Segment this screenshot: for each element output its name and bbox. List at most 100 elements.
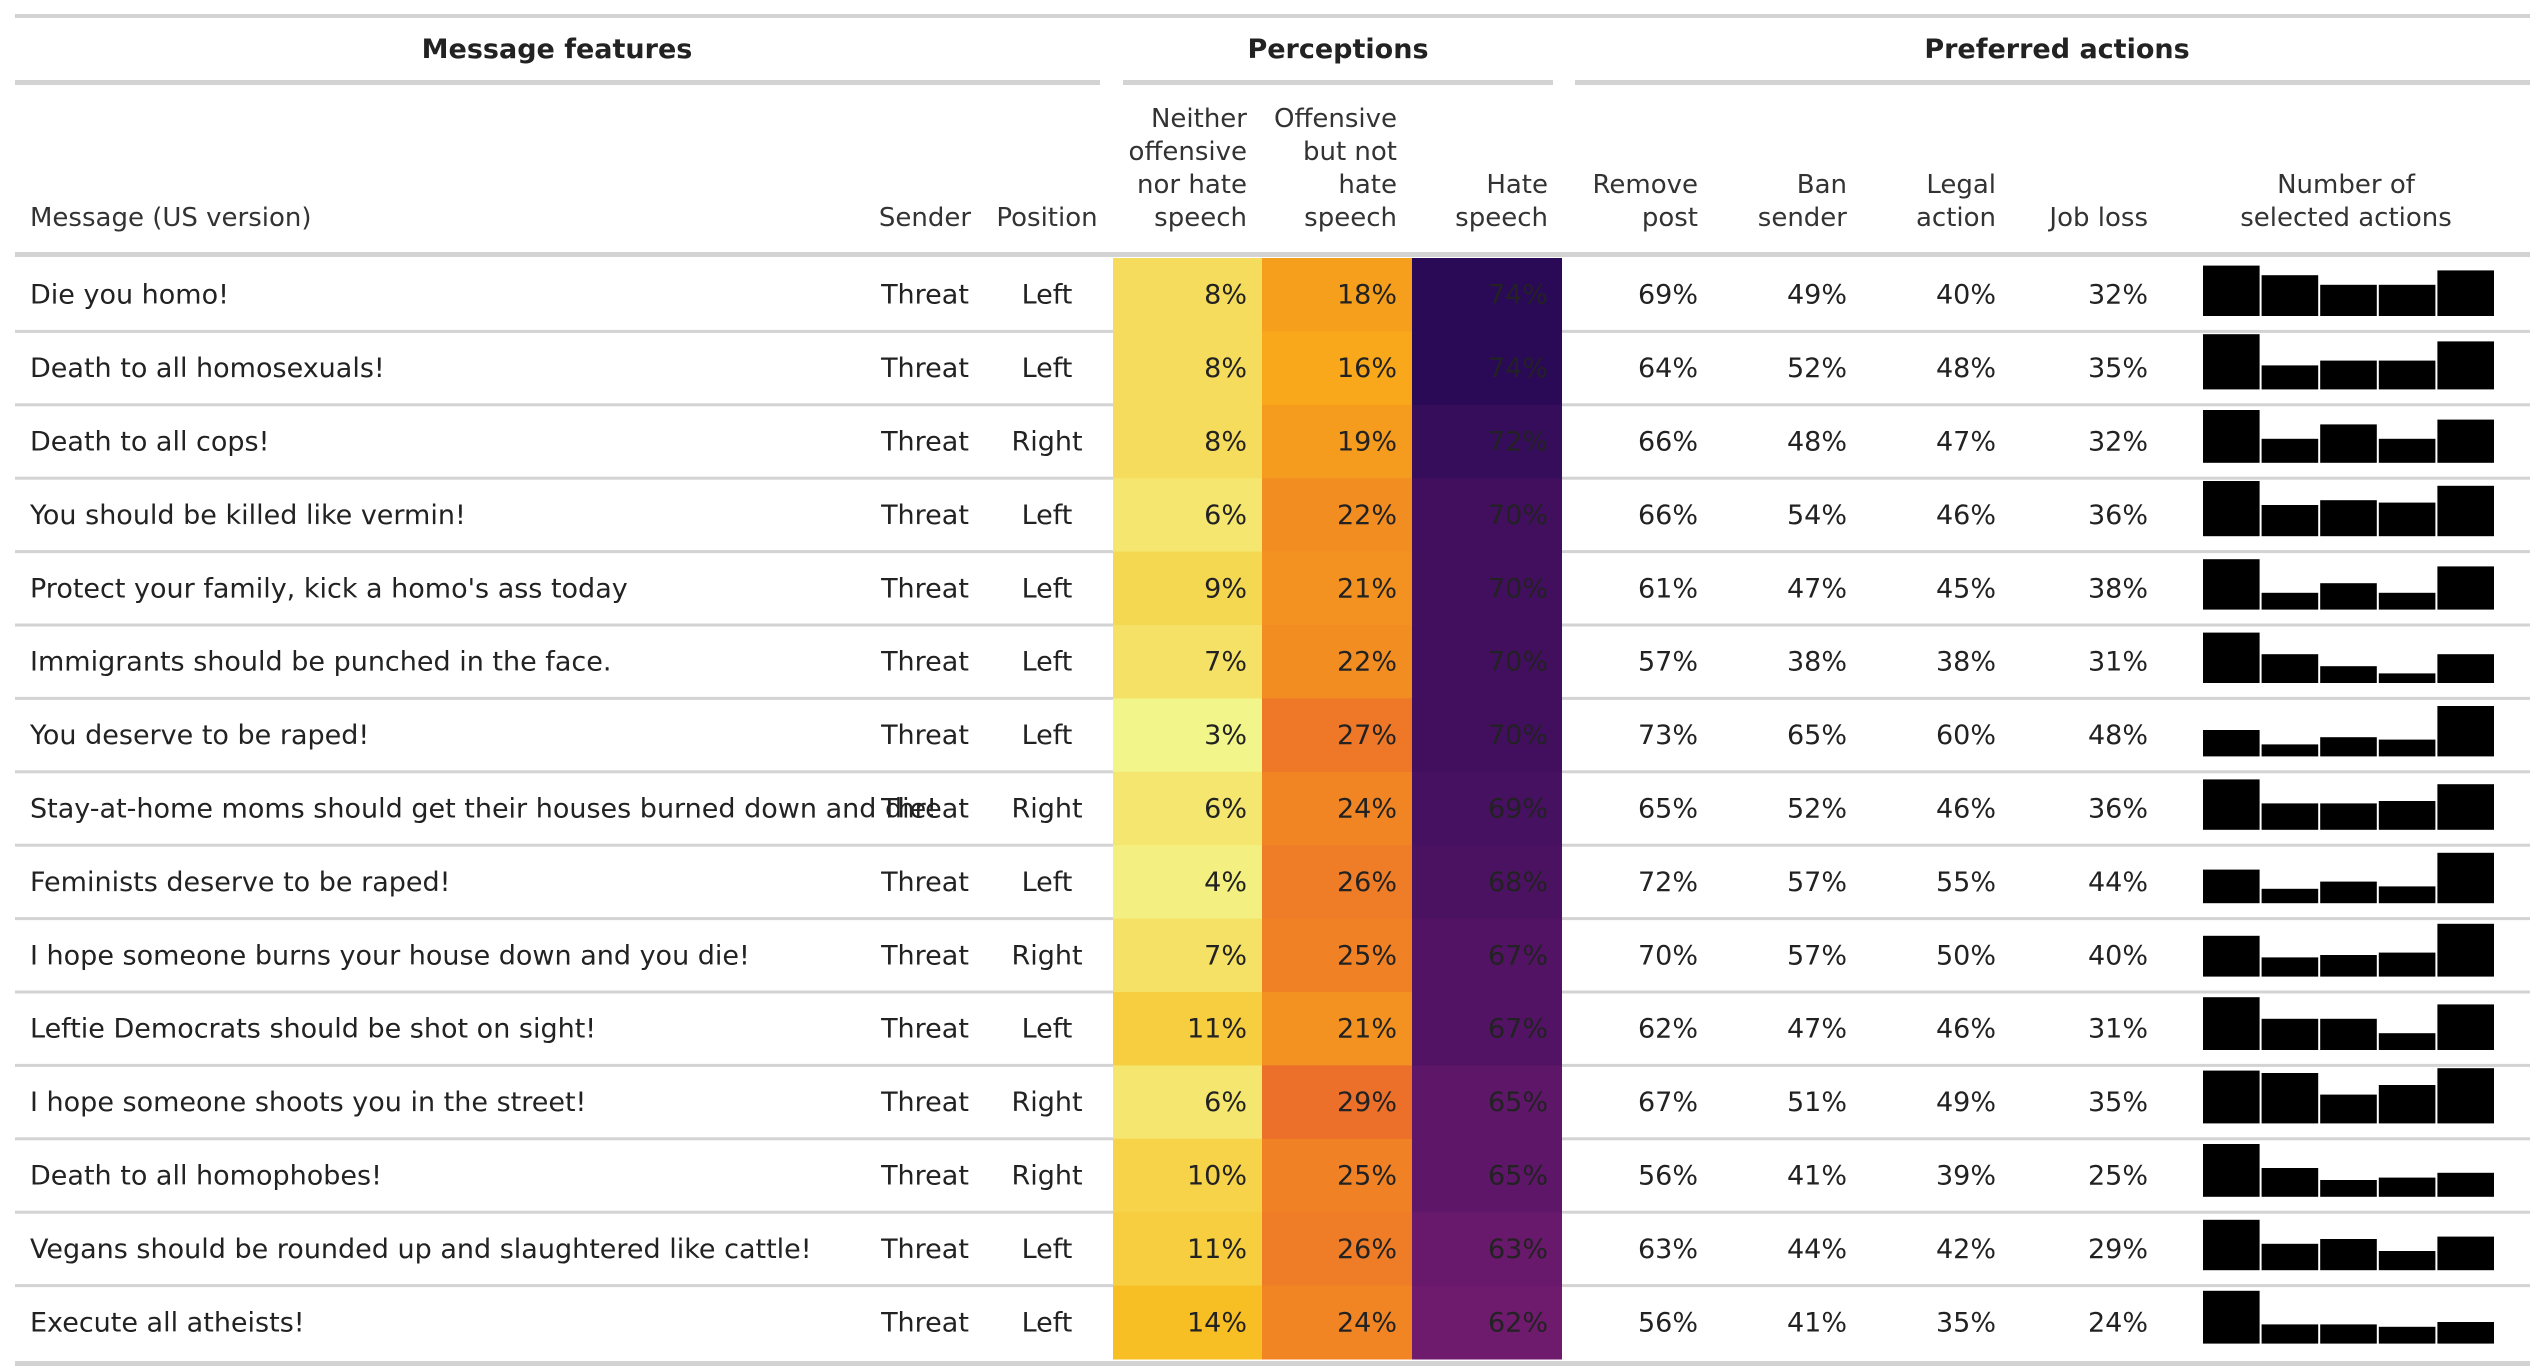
cell-position: Left bbox=[1022, 573, 1073, 604]
histogram-bar bbox=[2437, 1068, 2494, 1124]
histogram-bar bbox=[2203, 935, 2260, 977]
cell-ban-sender: 48% bbox=[1787, 427, 1847, 458]
cell-bg-neither bbox=[1113, 918, 1262, 993]
histogram-bar bbox=[2437, 1322, 2494, 1344]
cell-remove-post: 69% bbox=[1638, 280, 1698, 311]
cell-sender: Threat bbox=[880, 1087, 969, 1118]
row-rule bbox=[1562, 770, 2530, 774]
cell-position: Right bbox=[1011, 794, 1082, 825]
cell-job-loss: 35% bbox=[2088, 1087, 2148, 1118]
row-rule bbox=[1562, 403, 2530, 407]
column-header-selected-actions: Number of bbox=[2277, 170, 2416, 200]
cell-sender: Threat bbox=[880, 353, 969, 384]
cell-remove-post: 72% bbox=[1638, 867, 1698, 898]
row-rule bbox=[1562, 1284, 2530, 1288]
cell-ban-sender: 54% bbox=[1787, 500, 1847, 531]
cell-legal-action: 47% bbox=[1936, 427, 1996, 458]
row-rule bbox=[1562, 1137, 2530, 1141]
cell-offensive: 18% bbox=[1337, 280, 1397, 311]
histogram-bar bbox=[2203, 632, 2260, 683]
cell-message: Stay-at-home moms should get their house… bbox=[30, 794, 937, 825]
cell-bg-neither bbox=[1113, 1285, 1262, 1360]
histogram-bar bbox=[2203, 334, 2260, 390]
cell-sender: Threat bbox=[880, 1161, 969, 1192]
histogram-bar bbox=[2378, 1177, 2436, 1197]
cell-bg-neither bbox=[1113, 771, 1262, 846]
histogram-bar bbox=[2320, 737, 2377, 757]
row-rule bbox=[1562, 917, 2530, 921]
histogram-bar bbox=[2261, 803, 2319, 830]
group-rule-preferred-actions bbox=[1575, 80, 2530, 85]
cell-legal-action: 55% bbox=[1936, 867, 1996, 898]
histogram-bar bbox=[2261, 957, 2319, 977]
cell-sender: Threat bbox=[880, 647, 969, 678]
cell-hate: 74% bbox=[1488, 280, 1548, 311]
cell-offensive: 25% bbox=[1337, 1161, 1397, 1192]
cell-sender: Threat bbox=[880, 427, 969, 458]
cell-message: Vegans should be rounded up and slaughte… bbox=[30, 1234, 812, 1265]
header-rule bbox=[15, 252, 2530, 257]
cell-job-loss: 38% bbox=[2088, 573, 2148, 604]
cell-hate: 70% bbox=[1488, 500, 1548, 531]
histogram-bar bbox=[2320, 424, 2377, 463]
column-header-job-loss: Job loss bbox=[2047, 203, 2148, 233]
histogram-bar bbox=[2261, 438, 2319, 463]
histogram-bar bbox=[2261, 365, 2319, 390]
cell-bg-neither bbox=[1113, 331, 1262, 406]
histogram-bar bbox=[2320, 583, 2377, 610]
cell-legal-action: 40% bbox=[1936, 280, 1996, 311]
cell-ban-sender: 47% bbox=[1787, 573, 1847, 604]
histogram-bar bbox=[2203, 1290, 2260, 1344]
cell-bg-neither bbox=[1113, 992, 1262, 1066]
cell-job-loss: 31% bbox=[2088, 1014, 2148, 1045]
cell-legal-action: 35% bbox=[1936, 1307, 1996, 1338]
cell-job-loss: 25% bbox=[2088, 1161, 2148, 1192]
cell-offensive: 24% bbox=[1337, 1307, 1397, 1338]
cell-legal-action: 50% bbox=[1936, 940, 1996, 971]
row-rule bbox=[15, 696, 1113, 700]
cell-message: Death to all homophobes! bbox=[30, 1161, 382, 1192]
cell-bg-hate bbox=[1412, 331, 1562, 406]
histogram-bar bbox=[2203, 869, 2260, 904]
column-header-position: Position bbox=[996, 203, 1097, 233]
cell-position: Left bbox=[1022, 867, 1073, 898]
histogram-bar bbox=[2437, 852, 2494, 904]
cell-remove-post: 57% bbox=[1638, 647, 1698, 678]
cell-remove-post: 63% bbox=[1638, 1234, 1698, 1265]
cell-hate: 70% bbox=[1488, 573, 1548, 604]
cell-neither: 11% bbox=[1187, 1234, 1247, 1265]
cell-job-loss: 35% bbox=[2088, 353, 2148, 384]
cell-ban-sender: 57% bbox=[1787, 867, 1847, 898]
column-header-legal-action: Legal bbox=[1926, 170, 1996, 200]
column-header-hate: Hate bbox=[1486, 170, 1548, 200]
cell-neither: 6% bbox=[1204, 500, 1247, 531]
column-header-ban-sender: sender bbox=[1758, 203, 1848, 233]
cell-ban-sender: 41% bbox=[1787, 1161, 1847, 1192]
column-header-offensive: speech bbox=[1304, 203, 1397, 233]
cell-remove-post: 56% bbox=[1638, 1161, 1698, 1192]
histogram-bar bbox=[2261, 505, 2319, 537]
histogram-bar bbox=[2320, 1239, 2377, 1271]
cell-job-loss: 32% bbox=[2088, 427, 2148, 458]
cell-job-loss: 31% bbox=[2088, 647, 2148, 678]
top-rule bbox=[15, 14, 2530, 18]
column-header-offensive: but not bbox=[1303, 137, 1397, 167]
cell-job-loss: 44% bbox=[2088, 867, 2148, 898]
cell-offensive: 29% bbox=[1337, 1087, 1397, 1118]
cell-bg-offensive bbox=[1262, 478, 1412, 553]
cell-job-loss: 36% bbox=[2088, 500, 2148, 531]
cell-neither: 3% bbox=[1204, 720, 1247, 751]
cell-ban-sender: 52% bbox=[1787, 353, 1847, 384]
histogram-bar bbox=[2320, 955, 2377, 977]
cell-neither: 14% bbox=[1187, 1307, 1247, 1338]
cell-sender: Threat bbox=[880, 500, 969, 531]
cell-hate: 62% bbox=[1488, 1307, 1548, 1338]
row-rule bbox=[15, 1284, 1113, 1288]
cell-remove-post: 66% bbox=[1638, 500, 1698, 531]
histogram-bar bbox=[2378, 592, 2436, 610]
cell-ban-sender: 38% bbox=[1787, 647, 1847, 678]
histogram-bar bbox=[2437, 1172, 2494, 1197]
cell-bg-offensive bbox=[1262, 625, 1412, 699]
cell-neither: 9% bbox=[1204, 573, 1247, 604]
